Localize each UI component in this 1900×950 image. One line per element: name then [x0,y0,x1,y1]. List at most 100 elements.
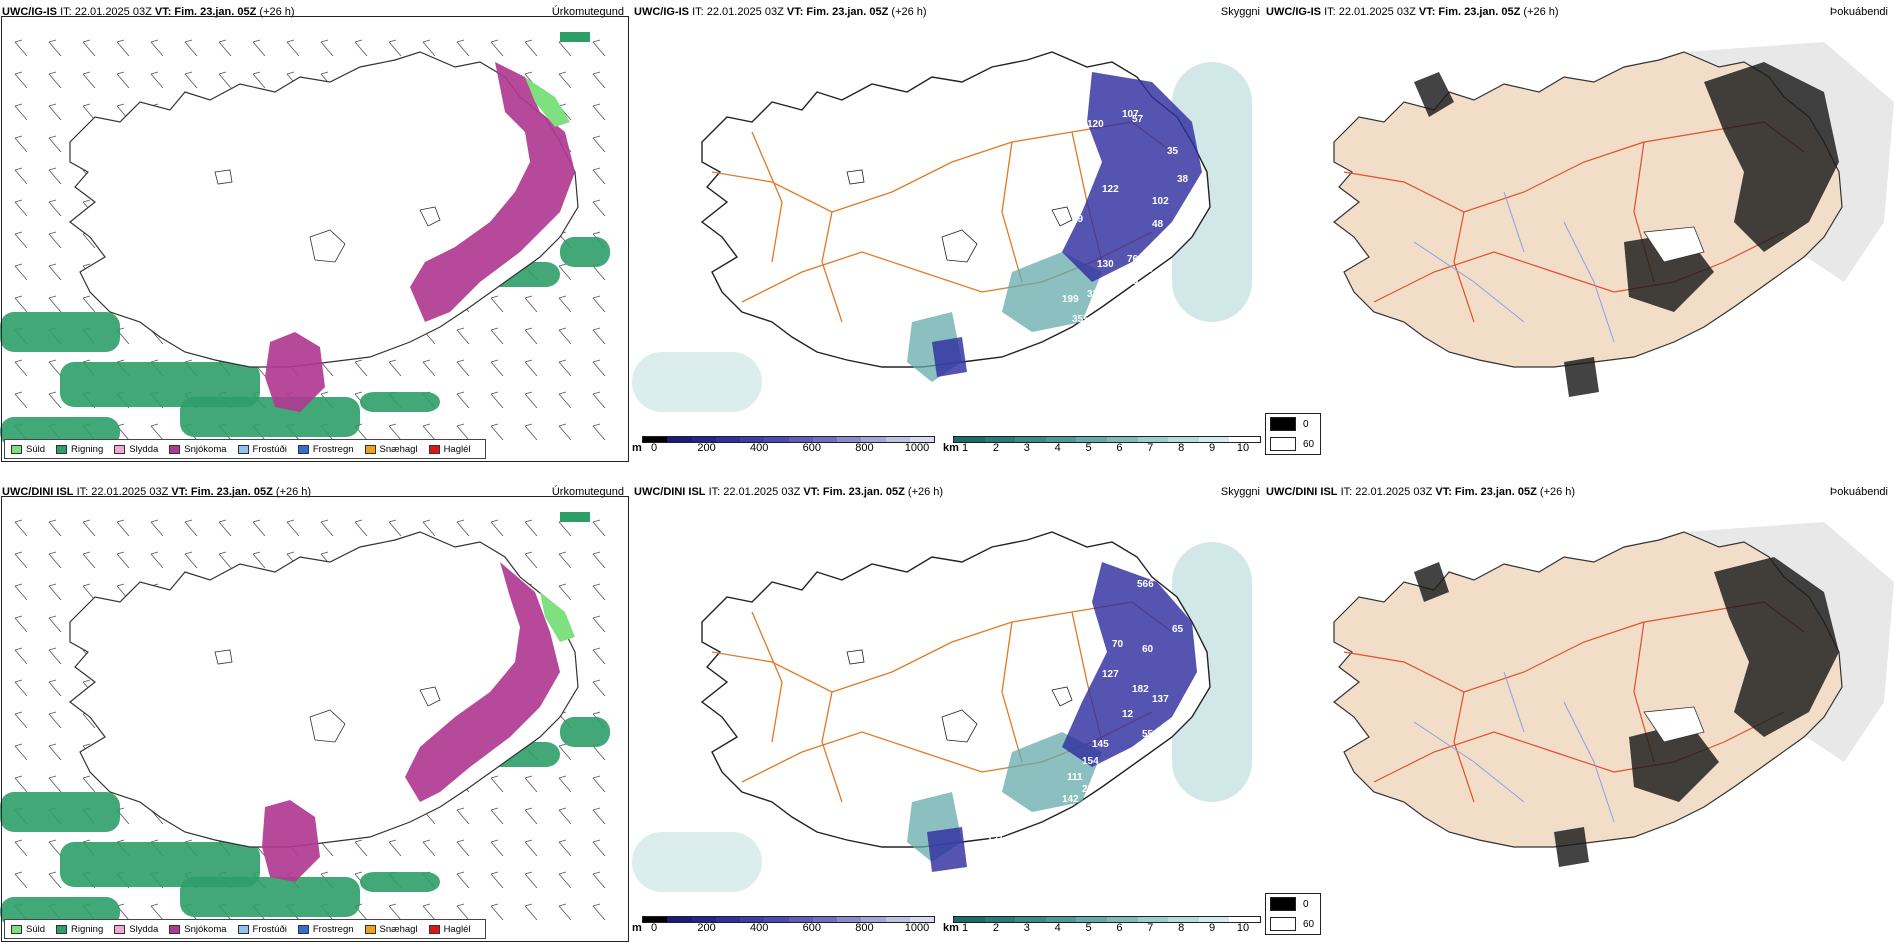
wind-barb-flag [48,391,57,395]
wind-barb-flag [116,359,125,363]
wind-barb-flag [592,871,601,875]
legend-swatch [237,444,249,454]
drizzle-area [525,77,570,127]
wind-barb-flag [14,359,23,363]
panel-header: UWC/DINI ISL IT: 22.01.2025 03Z VT: Fim.… [2,486,628,502]
wind-barb-flag [14,135,23,139]
precip-layer [0,512,610,927]
valid-time: VT: Fim. 23.jan. 05Z [171,486,273,498]
wind-barb-flag [82,263,91,267]
cloud-base-label: 53 [1167,234,1179,245]
cloud-base-label: 76 [1127,254,1139,265]
wind-barb [82,73,96,89]
cloud-base-label: 57 [1132,114,1144,125]
wind-barb [592,297,606,313]
wind-barb [252,553,266,569]
wind-barb [490,393,504,409]
wind-barb [490,777,504,793]
snow-area [262,562,560,882]
wind-barb [490,297,504,313]
wind-barb-flag [592,39,601,43]
colorbar-tick: 2 [992,442,999,454]
cloud-base-label: 328 [1087,289,1104,300]
wind-barb-flag [48,103,57,107]
cloud-base-label: 166 [1107,274,1124,285]
wind-barb [48,649,62,665]
wind-barb [48,233,62,249]
wind-barb-flag [116,519,125,523]
wind-barb [558,297,572,313]
colorbar-tick: 800 [855,922,874,934]
wind-barb [252,73,266,89]
wind-barb-flag [388,839,397,843]
wind-barb [558,41,572,57]
model-name: UWC/IG-IS [634,6,689,18]
panel-header: UWC/DINI ISL IT: 22.01.2025 03Z VT: Fim.… [634,486,1260,502]
haze-area [632,832,762,892]
wind-barb [14,361,28,377]
fog-layer [1333,42,1894,397]
wind-barb-flag [150,359,159,363]
legend-swatch [169,444,181,454]
colorbar-tick: 3 [1023,442,1030,454]
init-time: IT: 22.01.2025 03Z [708,486,801,498]
fog-map [1333,522,1894,867]
wind-barb [490,841,504,857]
legend-label: Slydda [129,923,159,935]
legend-item: Frostúði [237,924,287,935]
cloud-base-label: 111 [1067,772,1083,783]
wind-barb [592,425,606,441]
wind-barb-flag [14,775,23,779]
wind-barb [524,777,538,793]
wind-barb-flag [14,231,23,235]
wind-barb [218,73,232,89]
wind-barb [558,905,572,921]
wind-barb-flag [388,39,397,43]
colorbar-tick: 0 [650,442,658,454]
wind-barb [48,777,62,793]
panel-title: Skyggni [1220,486,1260,498]
init-time: IT: 22.01.2025 03Z [60,6,152,18]
wind-barb [150,521,164,537]
wind-barb-flag [456,391,465,395]
wind-barb-flag [82,103,91,107]
wind-barb-flag [14,615,23,619]
legend-label: Rigning [71,443,104,455]
glacier-outline [941,709,978,743]
wind-barb-flag [456,807,465,811]
model-name: UWC/IG-IS [1266,6,1321,18]
glacier-outline [1643,226,1705,263]
colorbar-tick: 2 [992,922,999,934]
wind-barb [14,41,28,57]
fog-legend-item: 0 [1266,414,1320,434]
init-time: IT: 22.01.2025 03Z [76,486,169,498]
wind-barb [150,425,164,441]
legend-swatch [237,924,249,934]
colorbar-tick: 1 [961,922,969,934]
wind-barb-flag [354,391,363,395]
fog-dense-area [1414,62,1839,397]
road-line [1001,621,1023,763]
colorbar-unit: km [943,922,959,934]
glacier-outline [419,206,441,227]
precip-panel-bottom: UWC/DINI ISL IT: 22.01.2025 03Z VT: Fim.… [0,480,630,945]
panel-header: UWC/IG-IS IT: 22.01.2025 03Z VT: Fim. 23… [634,6,1260,22]
init-time: IT: 22.01.2025 03Z [692,6,784,18]
colorbar-unit: m [632,922,642,934]
colorbar-gradient [642,916,935,923]
legend-label: Haglél [443,923,471,935]
colorbar-gradient [953,916,1261,923]
wind-barb-flag [320,551,329,555]
wind-barb-flag [48,359,57,363]
wind-barb [14,681,28,697]
colorbar-gradient [642,436,935,443]
glacier-outline [846,169,865,185]
river-line [1413,241,1525,323]
legend-swatch [297,924,309,934]
fog-legend-item: 60 [1266,434,1320,454]
lead-time: (+26 h) [1523,6,1559,18]
cloud-base-label: 288 [1007,334,1024,345]
wind-barb-flag [48,167,57,171]
wind-barb-flag [354,519,363,523]
wind-barb-flag [388,519,397,523]
